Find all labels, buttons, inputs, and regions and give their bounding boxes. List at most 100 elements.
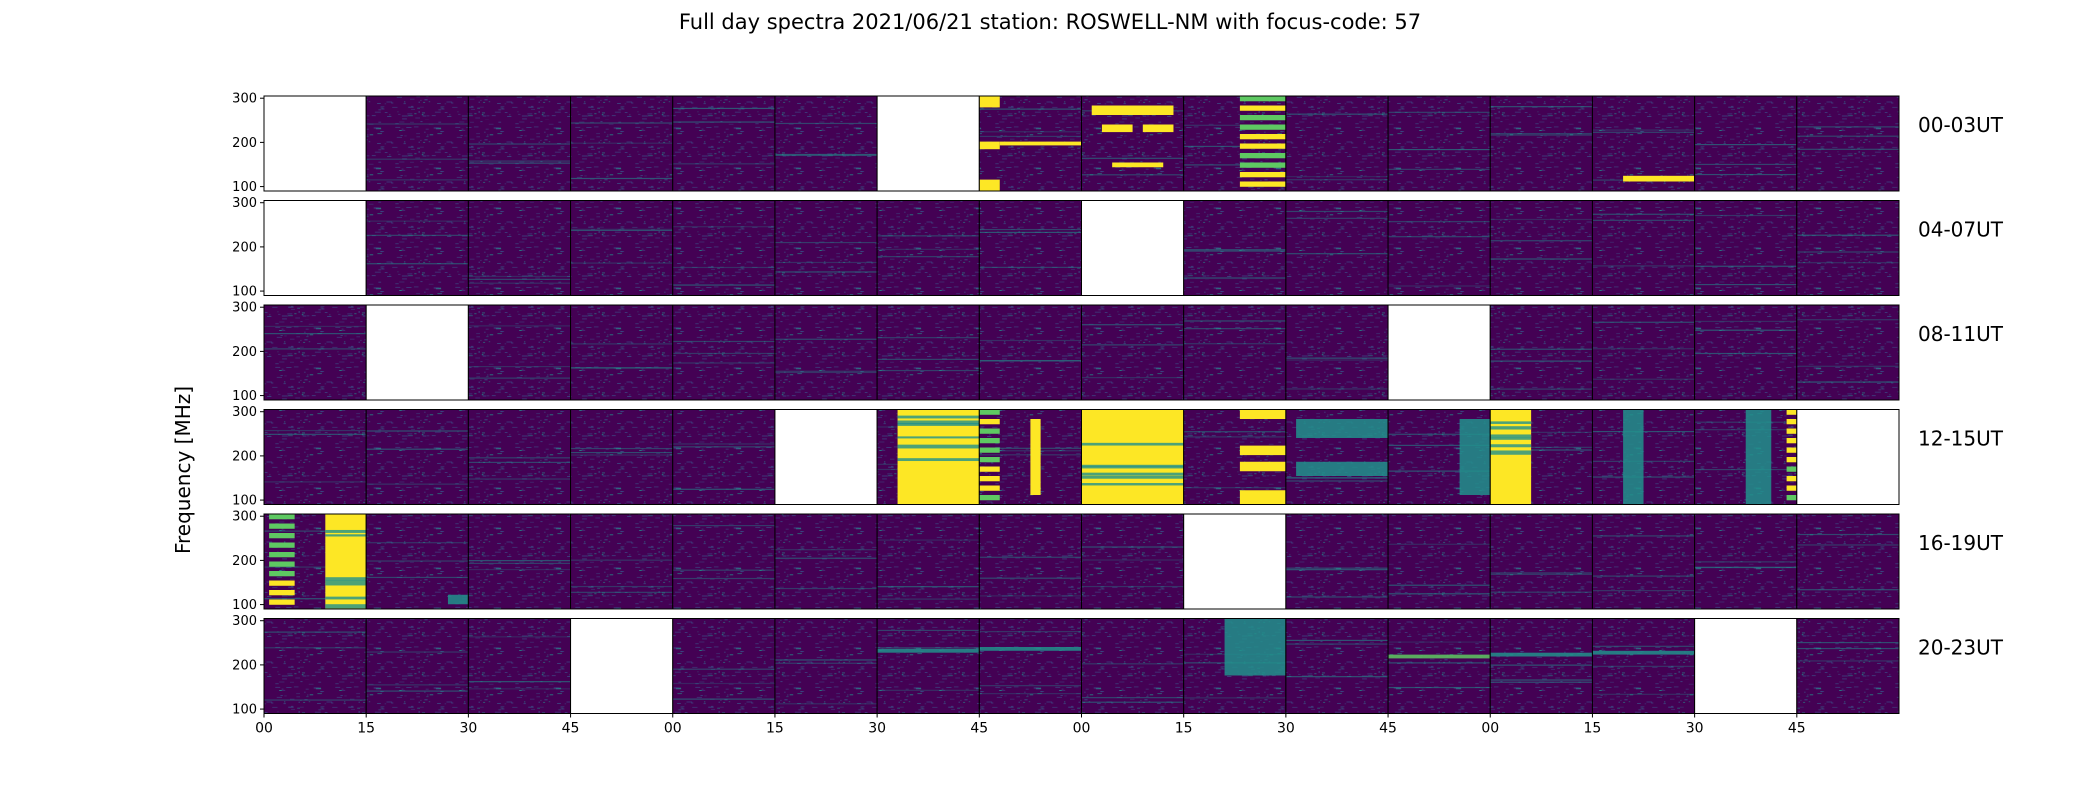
chart-title: Full day spectra 2021/06/21 station: ROS… — [678, 10, 1422, 34]
interference-line — [1081, 157, 1184, 159]
spectrum-panel — [1081, 514, 1184, 609]
rfi-stripe — [979, 466, 1000, 472]
rfi-stripe — [1786, 447, 1797, 453]
interference-line — [264, 530, 367, 532]
interference-line — [468, 636, 571, 638]
interference-line — [1490, 573, 1593, 575]
interference-line — [1183, 436, 1286, 438]
interference-line — [570, 142, 673, 144]
missing-data-panel — [1796, 409, 1899, 505]
interference-line — [1796, 262, 1899, 264]
rfi-band — [1142, 124, 1174, 133]
y-tick-label: 100 — [232, 703, 257, 718]
spectrum-panel — [570, 514, 673, 609]
rfi-stripe — [1239, 153, 1286, 159]
interference-line — [1796, 251, 1899, 253]
interference-line — [366, 448, 469, 450]
spectrum-panel — [1388, 96, 1491, 191]
interference-line — [570, 122, 673, 124]
spectrum-panel — [366, 200, 469, 296]
y-tick-label: 300 — [232, 92, 257, 107]
interference-line — [1081, 546, 1184, 548]
spectrum-panel — [264, 305, 367, 400]
spectrum-panel — [1694, 514, 1797, 609]
spectrum-panel — [774, 305, 878, 400]
interference-line — [264, 699, 367, 701]
interference-line — [1183, 249, 1286, 251]
interference-line — [1081, 174, 1184, 176]
interference-line — [774, 338, 878, 340]
interference-line — [774, 662, 878, 664]
spectrum-panel — [979, 305, 1082, 400]
interference-line — [264, 566, 367, 568]
spectrum-panel — [468, 200, 571, 296]
spectrum-panel — [1183, 305, 1286, 400]
rfi-band — [877, 648, 980, 653]
interference-line — [1490, 360, 1593, 362]
interference-line — [366, 690, 469, 692]
y-tick-label: 200 — [232, 136, 257, 151]
rfi-stripe — [1239, 172, 1286, 178]
interference-line — [672, 443, 775, 445]
rfi-stripe — [1786, 476, 1797, 482]
rfi-stripe — [269, 552, 295, 558]
interference-line — [1490, 664, 1593, 666]
interference-line — [366, 576, 469, 579]
interference-line — [468, 478, 571, 480]
spectrum-panel — [264, 618, 367, 714]
interference-line — [1796, 641, 1899, 644]
rfi-band — [999, 141, 1082, 146]
interference-line — [877, 598, 980, 600]
rfi-stripe — [979, 476, 1000, 482]
interference-line — [1490, 388, 1593, 390]
spectrum-panel — [1490, 96, 1593, 191]
interference-line — [366, 430, 469, 432]
interference-line — [468, 365, 571, 368]
interference-line — [1490, 572, 1593, 574]
interference-line — [1490, 218, 1593, 221]
panel-frame — [1796, 409, 1900, 505]
interference-line — [672, 668, 775, 670]
interference-line — [366, 158, 469, 160]
interference-line — [1183, 328, 1286, 330]
interference-line — [1796, 533, 1899, 536]
rfi-band — [1030, 419, 1041, 495]
x-tick-label: 15 — [1175, 721, 1193, 737]
interference-line — [1592, 129, 1695, 131]
rfi-band — [1592, 650, 1695, 655]
interference-line — [1490, 446, 1593, 448]
x-tick-label: 15 — [766, 721, 784, 737]
interference-line — [1388, 148, 1491, 151]
interference-line — [1081, 697, 1184, 699]
interference-line — [468, 688, 571, 690]
y-tick-label: 100 — [232, 598, 257, 613]
spectrum-panel — [1081, 305, 1184, 400]
spectrum-panel — [1694, 96, 1797, 191]
interference-line — [1694, 320, 1797, 323]
spectrum-panel — [1796, 305, 1899, 400]
interference-line — [1592, 131, 1695, 133]
interference-line — [1183, 145, 1286, 148]
interference-line — [774, 557, 878, 559]
interference-line — [1592, 535, 1695, 537]
x-tick-label: 00 — [1073, 721, 1091, 737]
interference-line — [1592, 348, 1695, 350]
spectrum-panel — [1490, 200, 1593, 296]
interference-line — [468, 143, 571, 145]
interference-line — [1285, 477, 1389, 479]
interference-line — [1285, 388, 1389, 390]
interference-line — [774, 659, 878, 661]
interference-line — [468, 457, 571, 459]
burst-gap — [897, 420, 980, 425]
interference-line — [366, 560, 469, 562]
spectrum-panel — [672, 305, 775, 400]
interference-line — [774, 153, 878, 156]
interference-line — [1592, 321, 1695, 323]
interference-line — [468, 562, 571, 564]
interference-line — [1388, 168, 1491, 170]
rfi-band — [1239, 490, 1286, 505]
interference-line — [774, 371, 878, 374]
interference-line — [1490, 258, 1593, 260]
spectrum-panel — [1183, 409, 1286, 505]
